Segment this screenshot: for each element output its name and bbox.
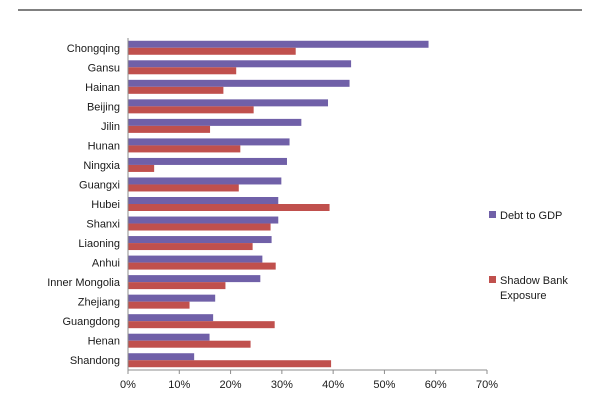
bar-beijing-shadow-bank-exposure — [128, 106, 254, 114]
x-tick-label-50pct: 50% — [373, 379, 395, 391]
bar-hainan-debt-to-gdp — [128, 79, 350, 87]
bar-zhejiang-debt-to-gdp — [128, 294, 216, 302]
category-label-inner-mongolia: Inner Mongolia — [47, 277, 121, 289]
bar-shandong-shadow-bank-exposure — [128, 360, 332, 368]
category-label-beijing: Beijing — [87, 101, 120, 113]
bar-shanxi-shadow-bank-exposure — [128, 223, 271, 231]
x-axis: 0% 10% 20% 30% 40% 50% 60% 70% — [120, 369, 498, 391]
category-labels: Chongqing Gansu Hainan Beijing Jilin Hunan Nin… — [47, 43, 121, 367]
legend-swatch-debt-to-gdp — [489, 211, 496, 218]
category-label-shanxi: Shanxi — [86, 219, 120, 231]
bar-chongqing-shadow-bank-exposure — [128, 47, 296, 55]
bar-gansu-debt-to-gdp — [128, 60, 352, 68]
category-label-henan: Henan — [88, 336, 120, 348]
x-tick-label-0pct: 0% — [120, 379, 136, 391]
bar-jilin-shadow-bank-exposure — [128, 125, 211, 133]
legend-swatch-shadow-bank-exposure — [489, 276, 496, 283]
bar-guangdong-shadow-bank-exposure — [128, 321, 275, 329]
category-label-hainan: Hainan — [85, 82, 120, 94]
bar-anhui-shadow-bank-exposure — [128, 262, 276, 270]
legend-label-exposure: Exposure — [500, 290, 546, 302]
legend-label-shadow-bank: Shadow Bank — [500, 275, 568, 287]
bar-jilin-debt-to-gdp — [128, 118, 302, 126]
bar-chongqing-debt-to-gdp — [128, 40, 429, 48]
bar-hunan-debt-to-gdp — [128, 138, 290, 146]
category-label-chongqing: Chongqing — [67, 43, 120, 55]
x-tick-label-10pct: 10% — [168, 379, 190, 391]
category-label-zhejiang: Zhejiang — [78, 297, 120, 309]
bar-inner-mongolia-shadow-bank-exposure — [128, 282, 226, 290]
bar-hubei-debt-to-gdp — [128, 197, 279, 204]
bar-henan-debt-to-gdp — [128, 333, 210, 341]
bar-henan-shadow-bank-exposure — [128, 340, 251, 348]
bar-shandong-debt-to-gdp — [128, 353, 195, 361]
bar-hainan-shadow-bank-exposure — [128, 86, 224, 94]
bar-anhui-debt-to-gdp — [128, 255, 263, 263]
category-label-hunan: Hunan — [88, 140, 120, 152]
bar-liaoning-debt-to-gdp — [128, 236, 272, 244]
bar-hubei-shadow-bank-exposure — [128, 204, 330, 211]
bar-guangdong-debt-to-gdp — [128, 314, 214, 322]
category-label-shandong: Shandong — [70, 355, 120, 367]
bars-group — [128, 40, 429, 368]
x-tick-label-40pct: 40% — [322, 379, 344, 391]
category-label-gansu: Gansu — [88, 62, 120, 74]
bar-guangxi-debt-to-gdp — [128, 177, 282, 185]
x-tick-label-20pct: 20% — [220, 379, 242, 391]
category-label-guangdong: Guangdong — [63, 316, 121, 328]
x-tick-label-70pct: 70% — [476, 379, 498, 391]
bar-ningxia-shadow-bank-exposure — [128, 164, 155, 172]
category-label-anhui: Anhui — [92, 258, 120, 270]
bar-liaoning-shadow-bank-exposure — [128, 243, 253, 251]
legend: Debt to GDP Shadow Bank Exposure — [489, 210, 568, 302]
category-label-ningxia: Ningxia — [83, 160, 121, 172]
bar-hunan-shadow-bank-exposure — [128, 145, 241, 153]
legend-label-debt-to-gdp: Debt to GDP — [500, 210, 562, 222]
x-tick-label-30pct: 30% — [271, 379, 293, 391]
bar-ningxia-debt-to-gdp — [128, 157, 287, 165]
bar-gansu-shadow-bank-exposure — [128, 67, 237, 75]
bar-guangxi-shadow-bank-exposure — [128, 184, 239, 192]
bar-inner-mongolia-debt-to-gdp — [128, 275, 261, 283]
category-label-hubei: Hubei — [91, 199, 120, 211]
category-label-liaoning: Liaoning — [78, 238, 120, 250]
bar-zhejiang-shadow-bank-exposure — [128, 301, 190, 309]
x-tick-label-60pct: 60% — [425, 379, 447, 391]
bar-beijing-debt-to-gdp — [128, 99, 329, 107]
category-label-guangxi: Guangxi — [79, 179, 120, 191]
category-label-jilin: Jilin — [101, 121, 120, 133]
bar-shanxi-debt-to-gdp — [128, 216, 279, 224]
